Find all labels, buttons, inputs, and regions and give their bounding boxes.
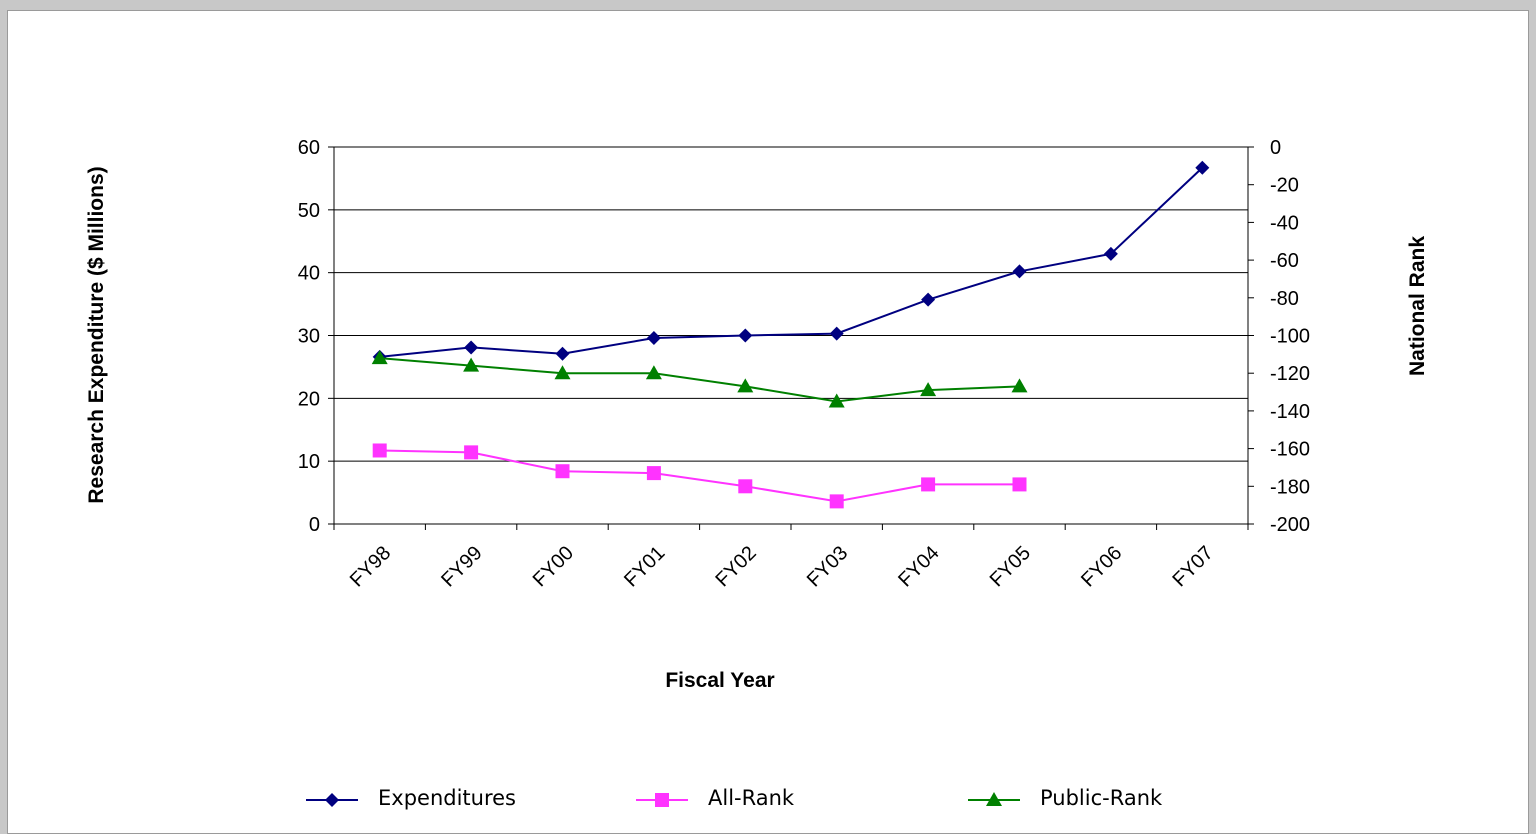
x-tick-label: FY01 — [620, 542, 669, 591]
x-tick-label: FY99 — [437, 542, 486, 591]
data-point — [829, 326, 844, 341]
data-point — [1011, 378, 1028, 393]
data-point — [738, 328, 753, 343]
data-point — [464, 445, 479, 460]
data-point — [646, 466, 661, 481]
data-point — [555, 346, 570, 361]
series-0 — [372, 160, 1210, 364]
data-point — [738, 479, 753, 494]
y-tick-label: 60 — [298, 137, 320, 159]
y-tick-label: 0 — [309, 514, 320, 536]
data-point — [1103, 246, 1118, 261]
x-tick-label: FY04 — [894, 542, 943, 591]
y2-tick-label: -140 — [1270, 401, 1310, 423]
y2-tick-label: -20 — [1270, 175, 1299, 197]
data-point — [645, 365, 662, 380]
y2-tick-label: -80 — [1270, 288, 1299, 310]
data-point — [829, 494, 844, 509]
y-tick-label: 50 — [298, 200, 320, 222]
legend-label: Public-Rank — [1040, 786, 1163, 810]
y2-tick-label: -100 — [1270, 326, 1310, 348]
y-axis-title: Research Expenditure ($ Millions) — [85, 166, 108, 503]
x-axis-title: Fiscal Year — [665, 669, 774, 692]
data-point — [646, 331, 661, 346]
series-2 — [371, 350, 1028, 408]
y-tick-label: 40 — [298, 263, 320, 285]
data-point — [371, 350, 388, 365]
legend-item: Public-Rank — [968, 786, 1163, 810]
data-point — [737, 378, 754, 393]
data-point — [828, 393, 845, 408]
data-point — [555, 464, 570, 479]
legend-label: Expenditures — [378, 786, 516, 810]
series-line — [379, 357, 1020, 403]
legend-item: Expenditures — [306, 786, 516, 810]
data-point — [372, 443, 387, 458]
data-point — [921, 477, 936, 492]
series-line — [379, 167, 1203, 358]
y2-tick-label: -180 — [1270, 476, 1310, 498]
legend-item: All-Rank — [636, 786, 795, 810]
y-tick-label: 30 — [298, 326, 320, 348]
data-point — [464, 340, 479, 355]
data-point — [1012, 477, 1027, 492]
y2-tick-label: -200 — [1270, 514, 1310, 536]
series-group — [371, 160, 1210, 509]
data-point — [1195, 160, 1210, 175]
legend-marker — [655, 793, 669, 807]
x-tick-label: FY05 — [986, 542, 1035, 591]
y2-tick-label: -60 — [1270, 250, 1299, 272]
x-tick-label: FY00 — [529, 542, 578, 591]
data-point — [554, 365, 571, 380]
legend-label: All-Rank — [708, 786, 795, 810]
y2-tick-label: 0 — [1270, 137, 1281, 159]
data-point — [463, 357, 480, 372]
series-1 — [372, 443, 1027, 509]
x-tick-label: FY98 — [346, 542, 395, 591]
x-tick-label: FY03 — [803, 542, 852, 591]
data-point — [920, 382, 937, 397]
x-tick-label: FY02 — [711, 542, 760, 591]
y2-axis-title: National Rank — [1406, 236, 1429, 376]
axes — [328, 146, 1254, 530]
y2-tick-label: -160 — [1270, 439, 1310, 461]
data-point — [1012, 264, 1027, 279]
grid-lines — [334, 146, 1248, 462]
legend-marker — [986, 792, 1002, 806]
legend: Expenditures All-Rank Public-Rank — [306, 786, 1163, 810]
series-line — [379, 449, 1020, 503]
data-point — [921, 292, 936, 307]
x-tick-label: FY07 — [1168, 542, 1217, 591]
x-tick-label: FY06 — [1077, 542, 1126, 591]
y-tick-label: 20 — [298, 388, 320, 410]
y2-tick-label: -120 — [1270, 363, 1310, 385]
legend-marker — [325, 793, 339, 807]
y2-tick-label: -40 — [1270, 212, 1299, 234]
y-tick-label: 10 — [298, 451, 320, 473]
